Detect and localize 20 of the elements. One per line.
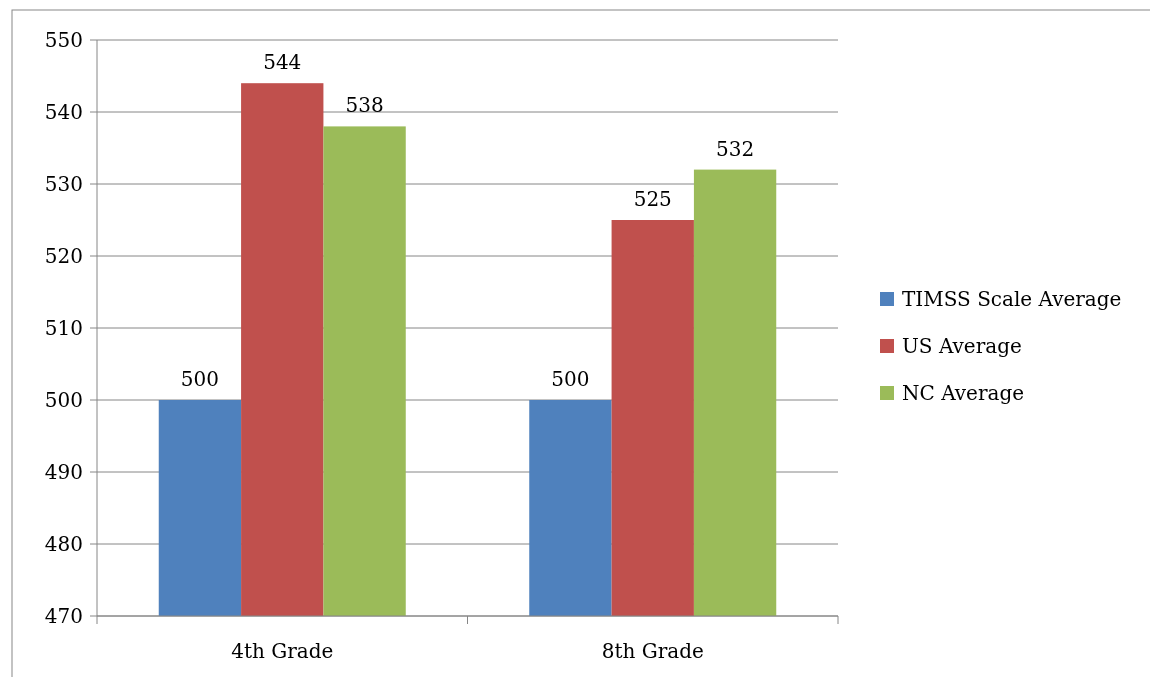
- legend-label: US Average: [902, 334, 1022, 358]
- y-tick-label: 540: [44, 100, 83, 124]
- y-tick-label: 470: [44, 604, 83, 628]
- y-tick-label: 490: [44, 460, 83, 484]
- legend-label: NC Average: [902, 381, 1025, 405]
- legend-label: TIMSS Scale Average: [902, 287, 1122, 311]
- y-tick-label: 550: [44, 28, 83, 52]
- data-label: 500: [180, 367, 220, 391]
- x-tick-label: 8th Grade: [601, 639, 704, 663]
- x-tick-label: 4th Grade: [231, 639, 334, 663]
- data-label: 532: [715, 136, 755, 161]
- data-label: 500: [551, 367, 590, 391]
- y-tick-label: 520: [44, 244, 83, 268]
- y-tick-label: 510: [44, 316, 83, 340]
- data-label: 538: [345, 93, 384, 118]
- y-tick-label: 530: [44, 172, 83, 196]
- data-label: 544: [263, 50, 302, 75]
- data-label: 525: [633, 187, 672, 211]
- y-tick-label: 480: [44, 532, 83, 556]
- y-tick-label: 500: [44, 388, 83, 412]
